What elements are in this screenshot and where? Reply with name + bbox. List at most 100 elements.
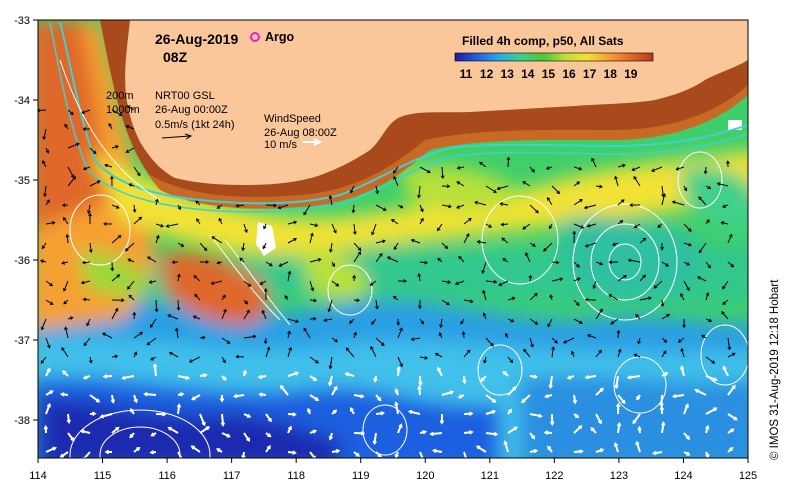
current-arrow-head bbox=[454, 281, 459, 286]
current-arrow-head bbox=[663, 339, 668, 343]
current-arrow-head bbox=[616, 402, 621, 408]
current-arrow-head bbox=[730, 263, 735, 268]
current-arrow-head bbox=[721, 311, 725, 315]
current-arrow-head bbox=[671, 200, 676, 205]
current-arrow-head bbox=[399, 327, 403, 332]
current-arrow-head bbox=[167, 426, 172, 431]
current-arrow bbox=[695, 389, 707, 396]
current-arrow-head bbox=[303, 327, 307, 332]
current-arrow bbox=[393, 295, 399, 301]
current-arrow-head bbox=[493, 189, 497, 193]
current-arrow-head bbox=[193, 275, 198, 279]
current-arrow-head bbox=[82, 166, 87, 171]
current-arrow-head bbox=[310, 287, 315, 292]
current-arrow-head bbox=[43, 424, 49, 430]
current-arrow-head bbox=[547, 323, 551, 328]
current-arrow bbox=[727, 234, 733, 244]
currents-scale-arrow-icon bbox=[161, 135, 191, 139]
current-arrow-head bbox=[576, 264, 580, 268]
current-arrow-head bbox=[92, 150, 97, 155]
current-arrow bbox=[199, 426, 210, 434]
current-arrow-head bbox=[530, 343, 534, 348]
current-arrow-head bbox=[375, 190, 380, 195]
current-arrow bbox=[722, 280, 729, 290]
current-arrow bbox=[63, 217, 69, 225]
current-arrow bbox=[683, 223, 692, 232]
current-arrow-head bbox=[312, 377, 318, 381]
current-arrow bbox=[147, 256, 157, 263]
current-arrow-head bbox=[496, 186, 501, 191]
current-arrow bbox=[303, 204, 311, 216]
current-arrow-head bbox=[191, 396, 196, 401]
current-arrow-head bbox=[195, 200, 200, 205]
current-arrow bbox=[678, 337, 685, 343]
current-arrow bbox=[639, 274, 646, 282]
current-arrow bbox=[221, 294, 226, 301]
current-arrow bbox=[705, 407, 717, 415]
product-title: Filled 4h comp, p50, All Sats bbox=[462, 34, 624, 48]
current-arrow-head bbox=[393, 246, 398, 251]
current-arrow bbox=[328, 299, 333, 312]
current-arrow-head bbox=[138, 216, 143, 221]
current-arrow-head bbox=[396, 366, 401, 371]
current-arrow bbox=[309, 233, 313, 244]
current-arrow-head bbox=[598, 349, 602, 354]
current-arrow-head bbox=[701, 334, 705, 339]
current-arrow bbox=[683, 261, 690, 266]
current-arrow bbox=[43, 128, 47, 140]
current-arrow bbox=[45, 446, 56, 453]
current-arrow bbox=[221, 337, 231, 344]
current-arrow-head bbox=[417, 194, 421, 199]
current-arrow bbox=[485, 337, 494, 347]
current-arrow bbox=[243, 335, 256, 339]
current-arrow bbox=[375, 204, 387, 211]
current-arrow bbox=[660, 394, 663, 407]
current-arrow-head bbox=[731, 384, 736, 389]
current-arrow-head bbox=[273, 203, 278, 208]
current-arrow-head bbox=[418, 381, 423, 387]
current-arrow bbox=[672, 201, 685, 206]
current-arrow bbox=[394, 402, 399, 415]
current-arrow-head bbox=[479, 161, 483, 166]
current-arrow-head bbox=[633, 175, 637, 180]
current-arrow-head bbox=[417, 385, 422, 390]
current-arrow-head bbox=[720, 221, 725, 225]
colorbar-tick-label: 14 bbox=[521, 67, 535, 81]
current-arrow-head bbox=[168, 351, 173, 356]
current-arrow-head bbox=[711, 360, 716, 364]
current-arrow bbox=[727, 261, 734, 268]
current-arrow bbox=[328, 375, 333, 386]
current-arrow bbox=[175, 328, 179, 339]
wind-scale-arrow-icon bbox=[302, 138, 323, 146]
current-arrow-head bbox=[86, 322, 90, 327]
current-arrow-head bbox=[586, 223, 591, 228]
current-arrow bbox=[615, 375, 619, 388]
current-arrow bbox=[595, 308, 603, 320]
colorbar-tick-label: 16 bbox=[562, 67, 576, 81]
current-arrow bbox=[64, 327, 69, 339]
current-arrow-head bbox=[417, 272, 422, 277]
current-arrow bbox=[698, 242, 707, 254]
current-arrow bbox=[727, 385, 736, 396]
current-arrow-head bbox=[437, 227, 441, 232]
current-arrow bbox=[177, 242, 184, 247]
current-arrow-head bbox=[525, 252, 529, 256]
current-arrow bbox=[458, 256, 465, 263]
current-arrow-head bbox=[295, 319, 299, 324]
colorbar-tick-label: 11 bbox=[460, 67, 473, 81]
current-arrow bbox=[418, 273, 421, 282]
current-arrow-head bbox=[578, 425, 583, 430]
current-arrow-head bbox=[278, 263, 283, 267]
current-arrow-head bbox=[562, 340, 567, 344]
current-arrow bbox=[437, 258, 443, 263]
current-arrow-head bbox=[394, 388, 399, 393]
current-arrow-head bbox=[70, 437, 75, 442]
current-arrow-head bbox=[38, 108, 40, 113]
current-arrow bbox=[722, 299, 729, 305]
current-arrow bbox=[128, 294, 135, 301]
current-arrow bbox=[437, 223, 443, 231]
current-arrow bbox=[617, 423, 621, 434]
current-arrow bbox=[191, 445, 201, 453]
current-arrow-head bbox=[148, 280, 153, 284]
current-arrow-head bbox=[185, 375, 191, 381]
